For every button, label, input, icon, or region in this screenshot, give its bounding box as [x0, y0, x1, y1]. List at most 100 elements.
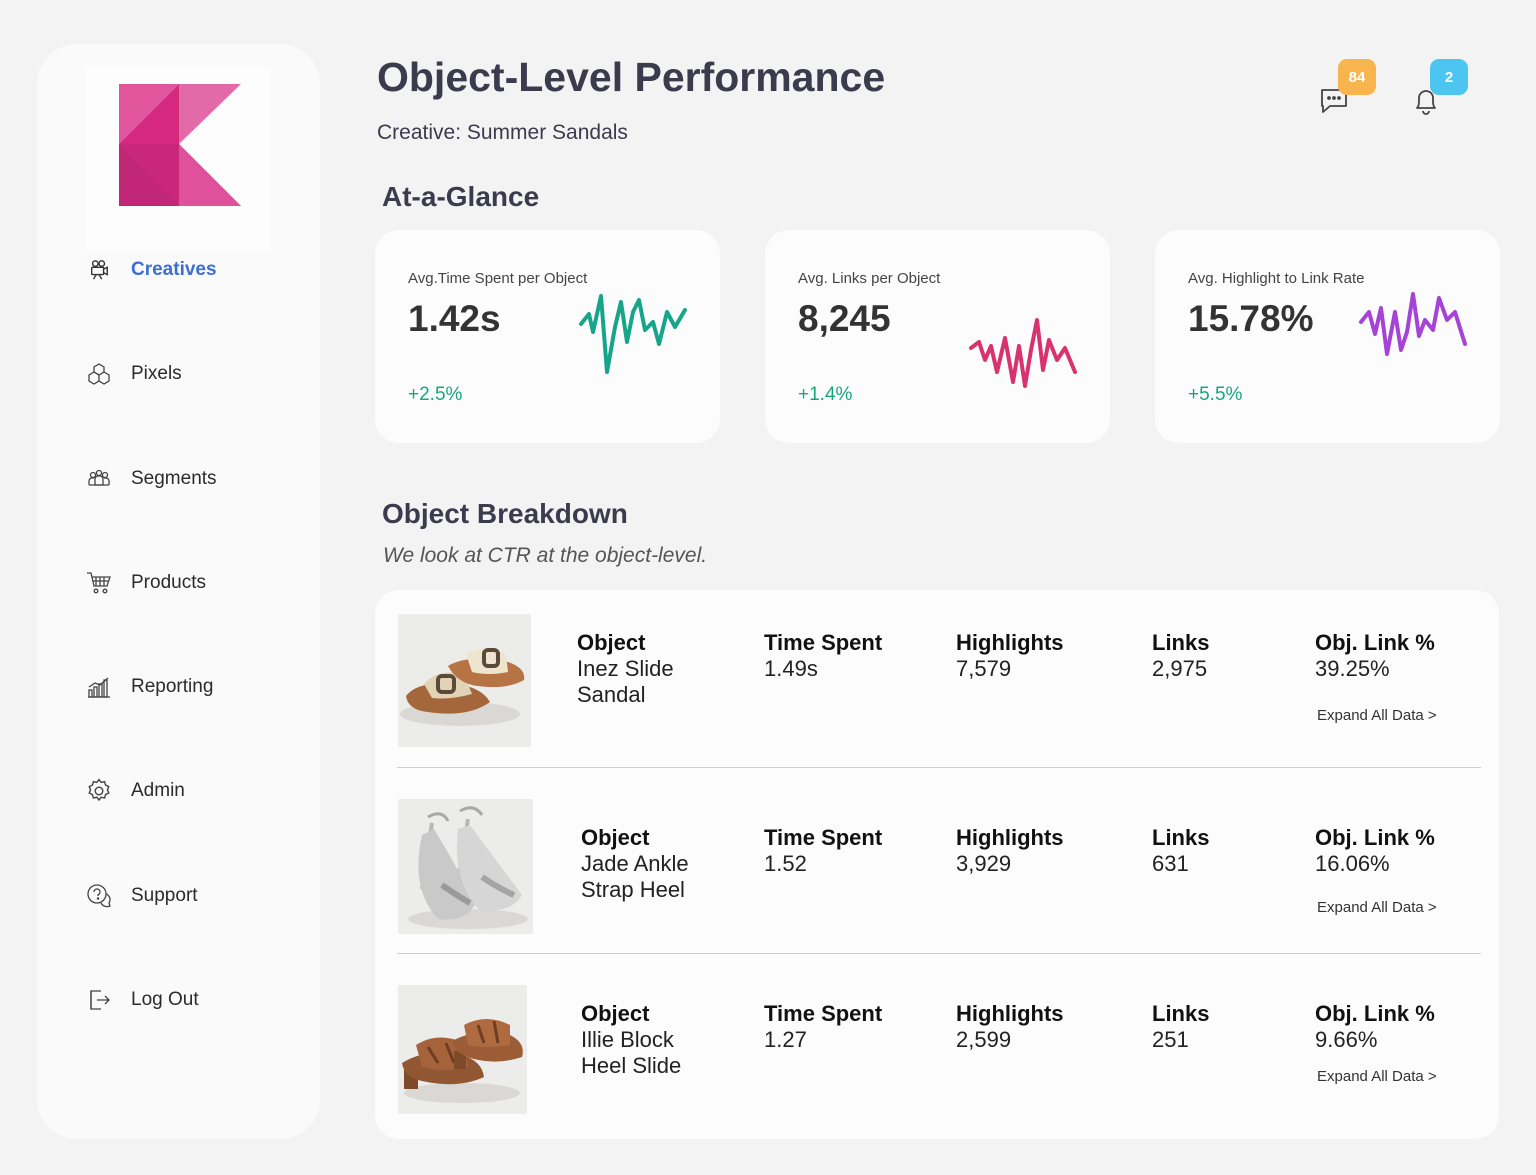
- stat-card-time: Avg.Time Spent per Object 1.42s +2.5%: [375, 230, 720, 443]
- sandal-image: [398, 614, 531, 747]
- breakdown-table: Object Inez Slide Sandal Time Spent 1.49…: [375, 590, 1499, 1139]
- sparkline-rate: [1359, 292, 1467, 356]
- highlights-cell: Highlights 3,929: [956, 825, 1064, 877]
- object-cell: Object Jade Ankle Strap Heel: [581, 825, 689, 903]
- sidebar-item-pixels[interactable]: Pixels: [85, 354, 285, 394]
- object-header: Object: [577, 630, 646, 655]
- highlights-value: 7,579: [956, 656, 1012, 681]
- links-value: 631: [1152, 851, 1189, 876]
- film-camera-icon: [85, 256, 113, 284]
- sidebar-item-label: Reporting: [131, 676, 214, 697]
- people-group-icon: [85, 465, 113, 493]
- object-header: Object: [581, 1001, 650, 1026]
- stat-value: 1.42s: [408, 298, 501, 339]
- object-cell: Object Inez Slide Sandal: [577, 630, 674, 708]
- cart-icon: [85, 569, 113, 597]
- sidebar-item-label: Pixels: [131, 363, 182, 384]
- bar-chart-icon: [85, 673, 113, 701]
- highlights-value: 2,599: [956, 1027, 1012, 1052]
- messages-badge: 84: [1338, 59, 1376, 95]
- sidebar-item-label: Log Out: [131, 989, 199, 1010]
- bell-icon: [1416, 90, 1436, 115]
- product-thumbnail[interactable]: [398, 614, 531, 747]
- highlights-cell: Highlights 2,599: [956, 1001, 1064, 1053]
- stat-delta: +2.5%: [408, 384, 463, 405]
- sidebar-item-segments[interactable]: Segments: [85, 459, 285, 499]
- stat-label: Avg.Time Spent per Object: [408, 270, 588, 287]
- time-value: 1.52: [764, 851, 807, 876]
- sidebar-item-reporting[interactable]: Reporting: [85, 667, 285, 707]
- breakdown-title: Object Breakdown: [382, 498, 628, 529]
- highlights-cell: Highlights 7,579: [956, 630, 1064, 682]
- object-name-line2: Strap Heel: [581, 877, 685, 902]
- object-name-line1: Illie Block: [581, 1027, 674, 1052]
- expand-all-data-link[interactable]: Expand All Data >: [1317, 1068, 1437, 1085]
- page-title: Object-Level Performance: [377, 54, 886, 100]
- links-cell: Links 631: [1152, 825, 1209, 877]
- rate-value: 9.66%: [1315, 1027, 1378, 1052]
- help-chat-icon: [85, 882, 113, 910]
- k-logo-icon: [119, 84, 241, 206]
- object-cell: Object Illie Block Heel Slide: [581, 1001, 681, 1079]
- sidebar-item-support[interactable]: Support: [85, 876, 285, 916]
- row-divider: [397, 953, 1481, 954]
- highlights-header: Highlights: [956, 630, 1064, 655]
- gear-icon: [85, 777, 113, 805]
- rate-header: Obj. Link %: [1315, 825, 1435, 850]
- sidebar-item-label: Admin: [131, 780, 185, 801]
- object-name-line2: Sandal: [577, 682, 646, 707]
- row-divider: [397, 767, 1481, 768]
- expand-all-data-link[interactable]: Expand All Data >: [1317, 707, 1437, 724]
- rate-cell: Obj. Link % 16.06%: [1315, 825, 1435, 877]
- slide-image: [398, 985, 527, 1114]
- object-name-line2: Heel Slide: [581, 1053, 682, 1078]
- rate-value: 16.06%: [1315, 851, 1390, 876]
- stat-delta: +1.4%: [798, 384, 853, 405]
- stat-card-rate: Avg. Highlight to Link Rate 15.78% +5.5%: [1155, 230, 1500, 443]
- stat-label: Avg. Highlight to Link Rate: [1188, 270, 1365, 287]
- links-cell: Links 2,975: [1152, 630, 1209, 682]
- sidebar: Creatives Pixels Segments Products Repor…: [37, 44, 320, 1139]
- rate-header: Obj. Link %: [1315, 630, 1435, 655]
- sidebar-item-admin[interactable]: Admin: [85, 771, 285, 811]
- links-value: 251: [1152, 1027, 1189, 1052]
- page-subtitle: Creative: Summer Sandals: [377, 121, 628, 144]
- object-name-line1: Inez Slide: [577, 656, 674, 681]
- notifications-button[interactable]: [1408, 82, 1448, 122]
- object-header: Object: [581, 825, 650, 850]
- sidebar-item-creatives[interactable]: Creatives: [85, 250, 285, 290]
- cubes-icon: [85, 360, 113, 388]
- product-thumbnail[interactable]: [398, 799, 533, 934]
- breakdown-note: We look at CTR at the object-level.: [383, 544, 708, 567]
- highlights-header: Highlights: [956, 1001, 1064, 1026]
- sparkline-links: [969, 318, 1077, 388]
- rate-cell: Obj. Link % 39.25%: [1315, 630, 1435, 682]
- sidebar-item-label: Segments: [131, 468, 217, 489]
- sidebar-item-label: Products: [131, 572, 206, 593]
- time-cell: Time Spent 1.27: [764, 1001, 882, 1053]
- stat-value: 15.78%: [1188, 298, 1314, 339]
- sidebar-item-label: Creatives: [131, 259, 217, 280]
- links-header: Links: [1152, 825, 1210, 850]
- time-cell: Time Spent 1.49s: [764, 630, 882, 682]
- sidebar-item-logout[interactable]: Log Out: [85, 980, 285, 1020]
- notifications-badge: 2: [1430, 59, 1468, 95]
- product-thumbnail[interactable]: [398, 985, 527, 1114]
- time-value: 1.27: [764, 1027, 807, 1052]
- time-cell: Time Spent 1.52: [764, 825, 882, 877]
- object-name-line1: Jade Ankle: [581, 851, 689, 876]
- glance-title: At-a-Glance: [382, 181, 540, 212]
- brand-logo[interactable]: [85, 66, 271, 250]
- highlights-header: Highlights: [956, 825, 1064, 850]
- links-value: 2,975: [1152, 656, 1208, 681]
- stat-delta: +5.5%: [1188, 384, 1243, 405]
- links-header: Links: [1152, 630, 1210, 655]
- time-header: Time Spent: [764, 1001, 883, 1026]
- rate-cell: Obj. Link % 9.66%: [1315, 1001, 1435, 1053]
- highlights-value: 3,929: [956, 851, 1012, 876]
- stat-label: Avg. Links per Object: [798, 270, 941, 287]
- sidebar-item-label: Support: [131, 885, 198, 906]
- sidebar-item-products[interactable]: Products: [85, 563, 285, 603]
- stat-value: 8,245: [798, 298, 891, 339]
- expand-all-data-link[interactable]: Expand All Data >: [1317, 899, 1437, 916]
